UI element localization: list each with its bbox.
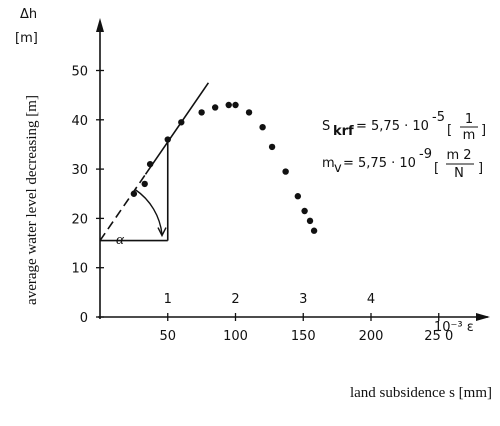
mv-exponent: -9 xyxy=(419,147,432,162)
mv-annotation: m v = 5,75 · 10 -9 [ m 2 N ] xyxy=(322,147,483,181)
skrf-symbol: S xyxy=(322,119,330,134)
skrf-bracket-right: ] xyxy=(481,123,486,138)
y-axis-unit: [m] xyxy=(15,31,38,46)
fit-line-group xyxy=(99,82,210,242)
x-tick-label: 100 xyxy=(223,329,248,344)
x-axis-arrow xyxy=(476,313,490,321)
angle-arc xyxy=(134,188,163,235)
data-point xyxy=(164,136,171,143)
data-point xyxy=(130,190,138,197)
data-point xyxy=(141,180,148,188)
x-tick-label: 200 xyxy=(359,329,384,344)
mv-numerator: m 2 xyxy=(446,148,471,163)
data-point xyxy=(232,101,239,109)
y-tick-label: 50 xyxy=(71,65,88,80)
fit-line-dashed xyxy=(99,173,147,242)
skrf-denominator: m xyxy=(463,128,476,143)
angle-arrow xyxy=(157,227,167,238)
data-point xyxy=(146,160,154,168)
strain-tick-label: 3 xyxy=(299,292,307,307)
skrf-numerator: 1 xyxy=(465,112,473,127)
skrf-exponent: -5 xyxy=(432,110,445,125)
mv-bracket-left: [ xyxy=(434,161,439,176)
data-points xyxy=(130,101,318,234)
axes: 0 10 20 30 40 50 50 100 150 200 25 0 1 2 3 4 xyxy=(71,18,490,344)
y-tick-label: 10 xyxy=(71,262,88,277)
y-tick-label: 20 xyxy=(71,212,88,227)
data-point xyxy=(301,207,308,215)
mv-symbol: m xyxy=(322,156,335,171)
y-axis-label: average water level decreasing [m] xyxy=(24,95,40,305)
mv-value: = 5,75 · 10 xyxy=(343,156,416,171)
data-point xyxy=(245,109,253,116)
x-axis-label: land subsidence s [mm] xyxy=(350,385,492,401)
angle-label: α xyxy=(116,232,125,248)
data-point xyxy=(211,104,219,111)
x-tick-label: 50 xyxy=(159,329,176,344)
data-point xyxy=(198,109,205,116)
strain-axis-label: 10⁻³ ε xyxy=(434,320,474,335)
skrf-bracket-left: [ xyxy=(447,123,452,138)
y-axis-symbol: Δh xyxy=(20,7,37,22)
mv-denominator: N xyxy=(454,166,464,181)
mv-bracket-right: ] xyxy=(478,161,483,176)
y-tick-label: 40 xyxy=(71,114,88,129)
data-point xyxy=(306,217,314,225)
skrf-annotation: S krf = 5,75 · 10 -5 [ 1 m ] xyxy=(322,110,486,143)
y-tick-label: 30 xyxy=(71,163,88,178)
strain-tick-label: 2 xyxy=(231,292,239,307)
data-point xyxy=(178,119,185,126)
data-point xyxy=(310,227,318,234)
data-point xyxy=(268,143,276,151)
mv-subscript: v xyxy=(334,161,342,176)
data-point xyxy=(282,168,289,175)
fit-line-solid xyxy=(144,82,210,175)
skrf-value: = 5,75 · 10 xyxy=(356,119,429,134)
skrf-subscript: krf xyxy=(333,124,354,139)
strain-tick-label: 4 xyxy=(367,292,375,307)
data-point xyxy=(294,193,302,200)
y-axis-arrow xyxy=(96,18,104,32)
strain-tick-label: 1 xyxy=(164,292,172,307)
data-point xyxy=(259,123,266,131)
data-point xyxy=(225,101,232,109)
x-tick-label: 150 xyxy=(291,329,316,344)
y-tick-label: 0 xyxy=(80,311,88,326)
x-tick-label: 25 0 xyxy=(424,329,453,344)
